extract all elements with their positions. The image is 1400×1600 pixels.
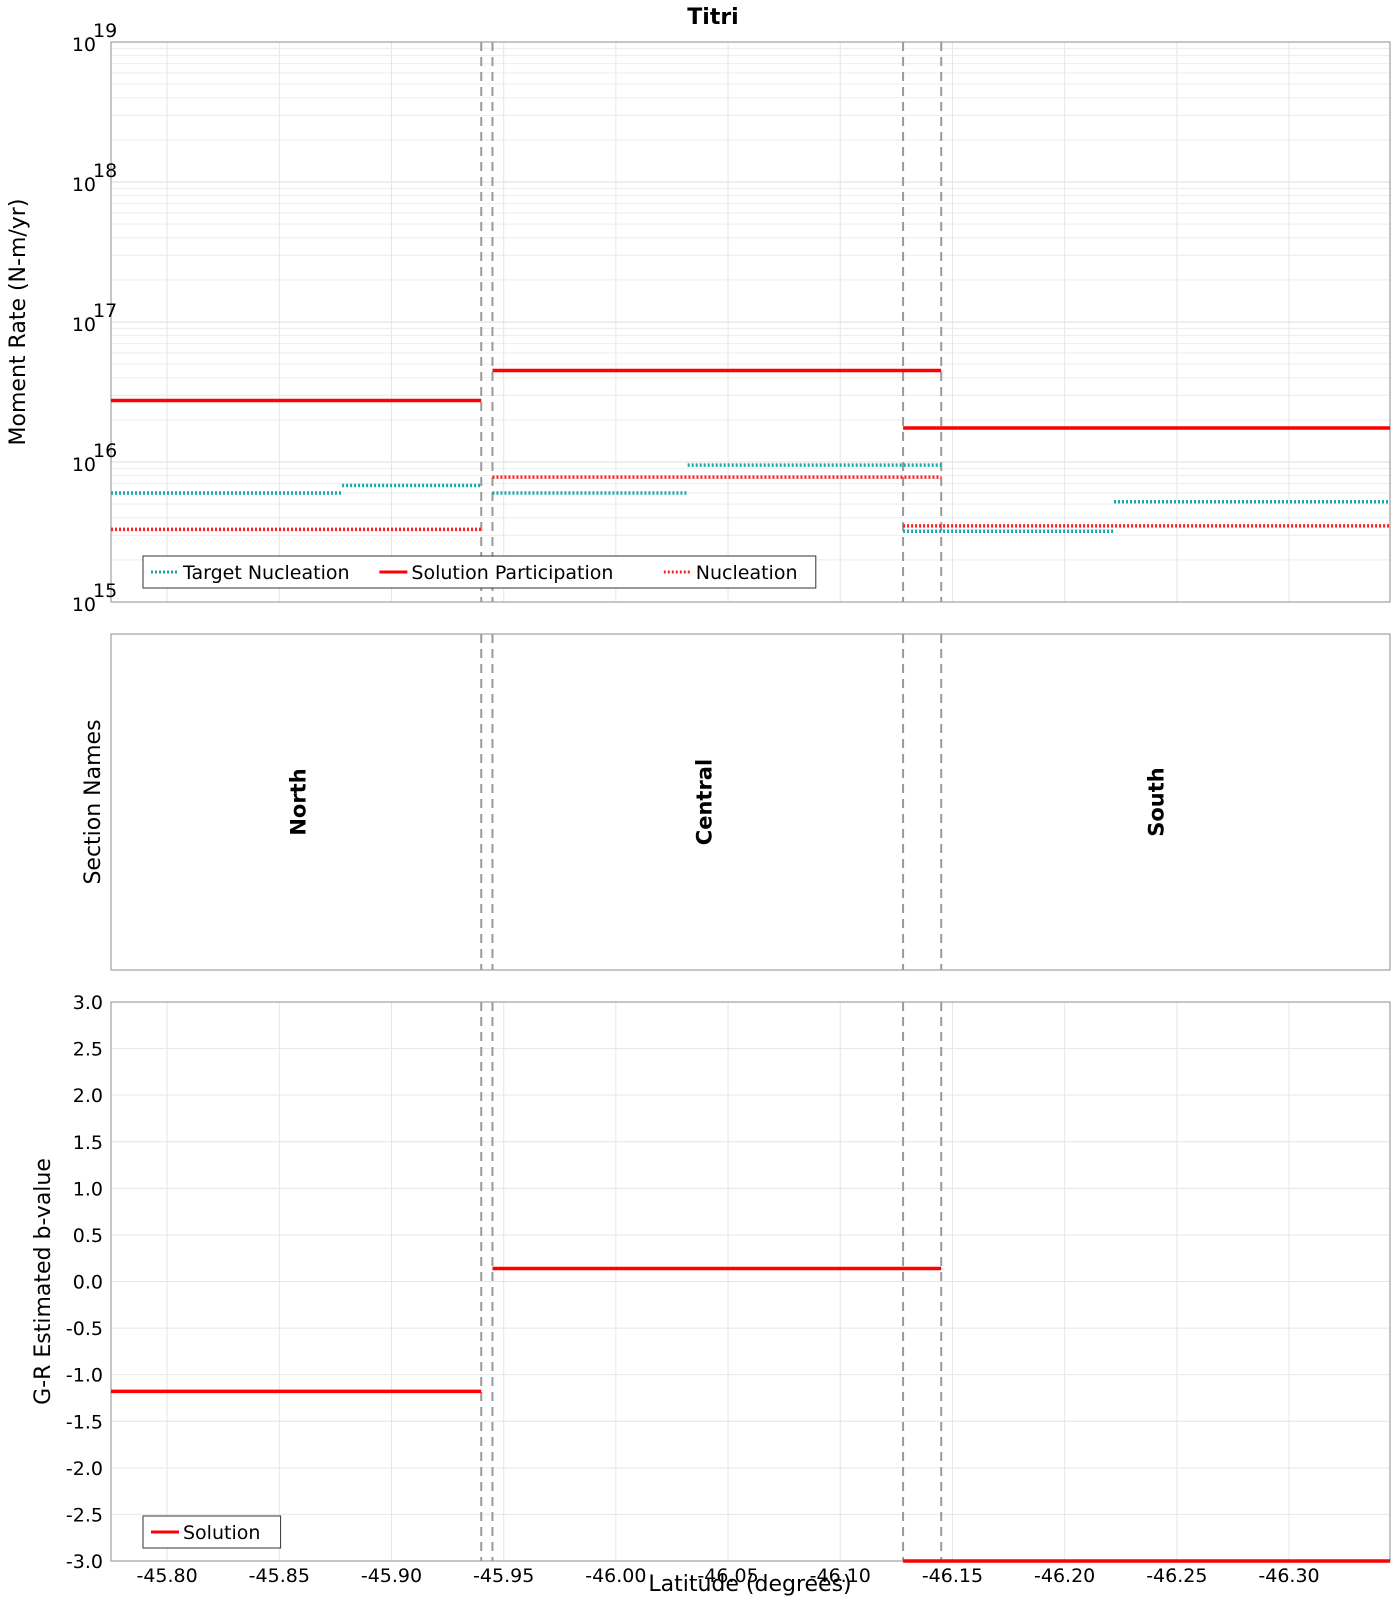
section-name-label: Central bbox=[693, 759, 717, 845]
plot-frame bbox=[110, 633, 1391, 971]
y-tick-label: 2.0 bbox=[73, 1085, 103, 1107]
y-tick-label: -1.0 bbox=[66, 1365, 103, 1387]
x-tick-label: -45.80 bbox=[136, 1565, 197, 1587]
y-axis-title: G-R Estimated b-value bbox=[31, 1158, 56, 1405]
y-tick-label: 10 bbox=[72, 314, 96, 336]
plot-frame bbox=[110, 41, 1391, 603]
b-value-panel: 3.0 2.5 2.0 1.5 1.0 0.5 0.0 -0.5 -1.0 -1.5 -2.0 -2.… bbox=[31, 992, 1391, 1587]
y-tick-label: 10 bbox=[72, 174, 96, 196]
section-name-label: North bbox=[286, 768, 310, 835]
y-tick-label: 10 bbox=[72, 34, 96, 56]
legend-label: Nucleation bbox=[696, 562, 798, 584]
y-axis-title: Moment Rate (N-m/yr) bbox=[6, 199, 31, 446]
legend-box bbox=[142, 555, 817, 589]
x-tick-label: -45.95 bbox=[473, 1565, 534, 1587]
legend-label: Solution bbox=[183, 1522, 260, 1544]
y-tick-exponent: 15 bbox=[93, 580, 117, 602]
y-tick-label: 10 bbox=[72, 454, 96, 476]
y-tick-exponent: 17 bbox=[93, 300, 117, 322]
section-names-panel: North Central South Section Names bbox=[81, 633, 1391, 971]
y-tick-exponent: 16 bbox=[93, 440, 117, 462]
x-tick-label: -45.90 bbox=[361, 1565, 422, 1587]
x-tick-label: -46.05 bbox=[697, 1565, 758, 1587]
y-tick-label: -2.5 bbox=[66, 1504, 103, 1526]
y-tick-label: 1.5 bbox=[73, 1132, 103, 1154]
y-tick-label: 10 bbox=[72, 594, 96, 616]
chart-title: Titri bbox=[687, 5, 738, 30]
x-tick-label: -46.20 bbox=[1034, 1565, 1095, 1587]
y-tick-exponent: 19 bbox=[93, 20, 117, 42]
x-tick-label: -46.30 bbox=[1258, 1565, 1319, 1587]
y-tick-label: -0.5 bbox=[66, 1318, 103, 1340]
plot-frame bbox=[110, 1001, 1391, 1562]
y-tick-label: 0.5 bbox=[73, 1225, 103, 1247]
y-tick-exponent: 18 bbox=[93, 160, 117, 182]
y-tick-label: -2.0 bbox=[66, 1458, 103, 1480]
y-axis-title: Section Names bbox=[81, 719, 106, 884]
y-tick-label: 2.5 bbox=[73, 1039, 103, 1061]
y-tick-label: -3.0 bbox=[66, 1551, 103, 1573]
x-tick-label: -46.15 bbox=[922, 1565, 983, 1587]
legend-label: Solution Participation bbox=[411, 562, 613, 584]
x-axis-title: Latitude (degrees) bbox=[648, 1572, 851, 1597]
x-tick-label: -46.10 bbox=[810, 1565, 871, 1587]
section-name-label: South bbox=[1145, 767, 1169, 837]
x-tick-label: -45.85 bbox=[249, 1565, 310, 1587]
y-tick-label: 1.0 bbox=[73, 1178, 103, 1200]
x-tick-label: -46.25 bbox=[1146, 1565, 1207, 1587]
y-tick-label: 3.0 bbox=[73, 992, 103, 1014]
y-tick-label: 0.0 bbox=[73, 1272, 103, 1294]
y-tick-label: -1.5 bbox=[66, 1411, 103, 1433]
legend-label: Target Nucleation bbox=[182, 562, 350, 584]
x-tick-label: -46.00 bbox=[585, 1565, 646, 1587]
